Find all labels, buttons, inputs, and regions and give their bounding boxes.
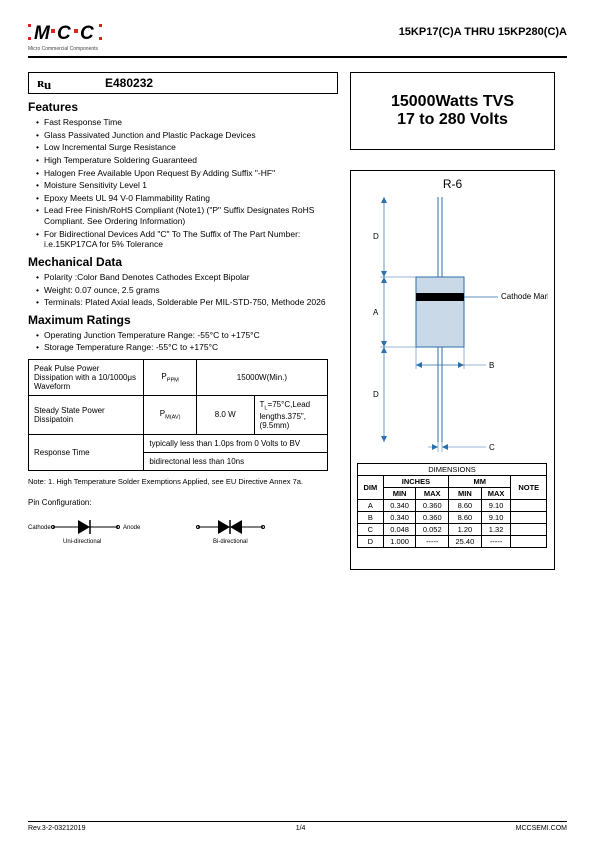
table-row: C 0.048 0.052 1.20 1.32	[358, 524, 547, 536]
max-ratings-item: Storage Temperature Range: -55°C to +175…	[36, 342, 338, 353]
svg-text:Cathode Mark: Cathode Mark	[501, 292, 548, 301]
bi-directional-symbol: Bi-directional	[188, 515, 288, 547]
mcc-logo: M C C	[28, 20, 108, 44]
dim-header: MIN	[449, 488, 482, 500]
ratings-table: Peak Pulse Power Dissipation with a 10/1…	[28, 359, 328, 471]
note-text: Note: 1. High Temperature Solder Exempti…	[28, 477, 338, 486]
mechanical-item: Polarity :Color Band Denotes Cathodes Ex…	[36, 272, 338, 283]
dim-header: DIM	[358, 476, 384, 500]
table-row: B 0.340 0.360 8.60 9.10	[358, 512, 547, 524]
cell: bidirectonal less than 10ns	[144, 452, 328, 470]
dimensions-table: DIMENSIONS DIM INCHES MM NOTE MIN MAX MI…	[357, 463, 547, 548]
footer-rev: Rev.3-2-03212019	[28, 825, 85, 832]
logo-subtitle: Micro Commercial Components	[28, 46, 108, 52]
dim-header: MAX	[481, 488, 511, 500]
feature-item: Lead Free Finish/RoHS Compliant (Note1) …	[36, 205, 338, 226]
dim-header: MAX	[416, 488, 449, 500]
cert-box: ʀ u E480232	[28, 72, 338, 94]
feature-item: High Temperature Soldering Guaranteed	[36, 155, 338, 166]
svg-text:D: D	[373, 232, 379, 241]
cell: 15000W(Min.)	[196, 360, 327, 396]
package-box: R-6 D	[350, 170, 555, 570]
svg-text:C: C	[80, 23, 94, 44]
dim-header: MIN	[383, 488, 416, 500]
uni-directional-symbol: Cathode Anode Uni-directional	[28, 515, 148, 547]
cell: PM(AV)	[144, 396, 196, 435]
table-row: Steady State Power Dissipatoin PM(AV) 8.…	[29, 396, 328, 435]
dim-caption: DIMENSIONS	[358, 464, 547, 476]
ul-mark-icon: ʀ u	[37, 76, 55, 90]
feature-item: Low Incremental Surge Resistance	[36, 142, 338, 153]
title-line1: 15000Watts TVS	[359, 93, 546, 111]
table-row: Peak Pulse Power Dissipation with a 10/1…	[29, 360, 328, 396]
title-box: 15000Watts TVS 17 to 280 Volts	[350, 72, 555, 150]
dim-header: NOTE	[511, 476, 547, 500]
svg-text:D: D	[373, 390, 379, 399]
max-ratings-heading: Maximum Ratings	[28, 313, 338, 327]
svg-text:M: M	[34, 23, 51, 44]
table-row: Response Time typically less than 1.0ps …	[29, 434, 328, 452]
svg-text:Bi-directional: Bi-directional	[213, 539, 248, 545]
package-name: R-6	[357, 177, 548, 191]
table-row: A 0.340 0.360 8.60 9.10	[358, 500, 547, 512]
page-footer: Rev.3-2-03212019 1/4 MCCSEMI.COM	[28, 821, 567, 832]
features-heading: Features	[28, 100, 338, 114]
feature-item: Fast Response Time	[36, 117, 338, 128]
feature-item: Glass Passivated Junction and Plastic Pa…	[36, 130, 338, 141]
features-list: Fast Response Time Glass Passivated Junc…	[28, 117, 338, 250]
footer-site: MCCSEMI.COM	[516, 825, 567, 832]
max-ratings-item: Operating Junction Temperature Range: -5…	[36, 330, 338, 341]
footer-page: 1/4	[296, 825, 306, 832]
feature-item: Halogen Free Available Upon Request By A…	[36, 168, 338, 179]
mechanical-list: Polarity :Color Band Denotes Cathodes Ex…	[28, 272, 338, 308]
package-outline-drawing: D A D Cathode Mark	[358, 197, 548, 457]
pin-config-heading: Pin Configuration:	[28, 498, 338, 507]
svg-text:A: A	[373, 308, 379, 317]
svg-text:Uni-directional: Uni-directional	[63, 539, 101, 545]
cell: Response Time	[29, 434, 144, 470]
mechanical-item: Terminals: Plated Axial leads, Solderabl…	[36, 297, 338, 308]
svg-text:C: C	[57, 23, 71, 44]
svg-text:Cathode: Cathode	[28, 525, 51, 531]
feature-item: Moisture Sensitivity Level 1	[36, 180, 338, 191]
svg-text:Anode: Anode	[123, 525, 141, 531]
cert-code: E480232	[105, 76, 153, 90]
svg-text:B: B	[489, 361, 494, 370]
feature-item: Epoxy Meets UL 94 V-0 Flammability Ratin…	[36, 193, 338, 204]
dim-header: MM	[449, 476, 511, 488]
cell: TL=75°C,Lead lengths.375", (9.5mm)	[254, 396, 327, 435]
mechanical-heading: Mechanical Data	[28, 255, 338, 269]
cell: typically less than 1.0ps from 0 Volts t…	[144, 434, 328, 452]
svg-text:C: C	[489, 443, 495, 452]
part-number: 15KP17(C)A THRU 15KP280(C)A	[399, 26, 567, 38]
table-row: D 1.000 ----- 25.40 -----	[358, 536, 547, 548]
cell: 8.0 W	[196, 396, 254, 435]
page-header: M C C Micro Commercial Components 15KP17…	[28, 20, 567, 58]
cell: Peak Pulse Power Dissipation with a 10/1…	[29, 360, 144, 396]
feature-item: For Bidirectional Devices Add "C" To The…	[36, 229, 338, 250]
title-line2: 17 to 280 Volts	[359, 111, 546, 129]
max-ratings-list: Operating Junction Temperature Range: -5…	[28, 330, 338, 353]
dim-header: INCHES	[383, 476, 448, 488]
mechanical-item: Weight: 0.07 ounce, 2.5 grams	[36, 285, 338, 296]
svg-text:u: u	[44, 77, 51, 90]
cell: PPPM	[144, 360, 196, 396]
cell: Steady State Power Dissipatoin	[29, 396, 144, 435]
